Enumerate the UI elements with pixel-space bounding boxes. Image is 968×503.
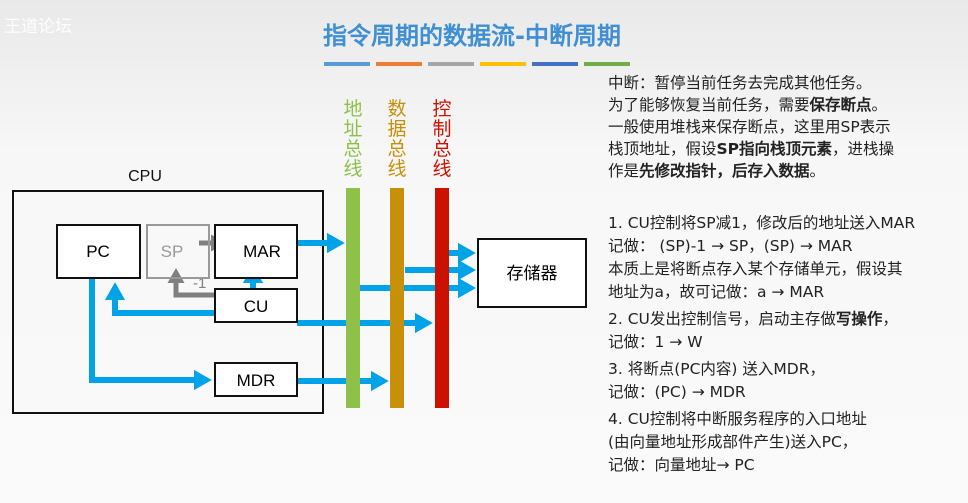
- sp-register: [146, 224, 210, 279]
- page-title: 指令周期的数据流-中断周期: [323, 22, 621, 50]
- mar-label: MAR: [243, 242, 281, 261]
- control-bus-label: 控制总线: [432, 98, 452, 180]
- emphasis: 保存断点: [809, 96, 872, 114]
- step-line: 记做：1 → W: [608, 333, 703, 351]
- step-line: 2. CU发出控制信号，启动主存做写操作，: [608, 308, 915, 331]
- accent-bar: [532, 62, 578, 66]
- step-line: 1. CU控制将SP减1，修改后的地址送入MAR: [608, 214, 916, 232]
- cu-unit: [214, 288, 298, 323]
- text: 栈顶地址，假设: [608, 140, 717, 158]
- cu-to-pc-arrow: [104, 282, 215, 316]
- note-line: 栈顶地址，假设SP指向栈顶元素，进栈操: [608, 138, 894, 160]
- step-line: 本质上是将断点存入某个存储单元，假设其: [608, 260, 903, 278]
- cpu-box: [12, 190, 324, 414]
- accent-bar: [376, 62, 422, 66]
- minus-one-label: -1: [193, 275, 206, 292]
- text: 。: [871, 96, 888, 114]
- emphasis: 先修改指针，后存入数据: [639, 162, 810, 180]
- mdr-register: [214, 362, 298, 397]
- step-line: 地址为a，故可记做：a → MAR: [608, 283, 825, 301]
- note-line: 作是先修改指针，后存入数据。: [608, 160, 894, 182]
- emphasis: 写操作: [835, 310, 883, 328]
- emphasis: SP指向栈顶元素: [716, 140, 833, 158]
- pc-label: PC: [86, 242, 110, 261]
- pc-register: [56, 224, 141, 279]
- step-line: 记做：向量地址→ PC: [608, 456, 755, 474]
- mar-register: [214, 224, 298, 279]
- text: 作是: [608, 162, 640, 180]
- step-line: 记做： (SP)-1 → SP，(SP) → MAR: [608, 237, 853, 255]
- sp-decrement-arrow: [167, 268, 215, 298]
- data-bus: [390, 188, 404, 408]
- step-line: 3. 将断点(PC内容) 送入MDR，: [608, 360, 825, 378]
- memory-label: 存储器: [507, 264, 558, 283]
- pc-to-mdr-arrow: [89, 278, 212, 391]
- step-line: (由向量地址形成部件产生)送入PC，: [608, 433, 858, 451]
- notes-intro: 中断：暂停当前任务去完成其他任务。 为了能够恢复当前任务，需要保存断点。 一般使…: [608, 72, 894, 182]
- step-line: 4. CU控制将中断服务程序的入口地址: [608, 410, 867, 428]
- sp-label: SP: [161, 242, 184, 261]
- text: 。: [809, 162, 826, 180]
- address-bus-label: 地址总线: [343, 98, 363, 180]
- memory-box: [477, 238, 587, 308]
- text: 为了能够恢复当前任务，需要: [608, 96, 810, 114]
- note-line: 为了能够恢复当前任务，需要保存断点。: [608, 94, 894, 116]
- text: ，进栈操: [832, 140, 895, 158]
- control-bus: [435, 188, 449, 408]
- accent-bar: [480, 62, 526, 66]
- watermark: 王道论坛: [4, 17, 72, 37]
- text: ，: [882, 310, 898, 328]
- cpu-label: CPU: [128, 168, 162, 185]
- data-bus-label: 数据总线: [387, 98, 407, 180]
- notes-steps: 1. CU控制将SP减1，修改后的地址送入MAR 记做： (SP)-1 → SP…: [608, 212, 915, 477]
- accent-bar: [324, 62, 370, 66]
- cu-label: CU: [244, 297, 269, 316]
- address-bus: [346, 188, 360, 408]
- mdr-label: MDR: [237, 371, 276, 390]
- accent-bars: [324, 62, 630, 66]
- accent-bar: [584, 62, 630, 66]
- text: 2. CU发出控制信号，启动主存做: [608, 310, 836, 328]
- accent-bar: [428, 62, 474, 66]
- note-line: 一般使用堆栈来保存断点，这里用SP表示: [608, 118, 891, 136]
- note-line: 中断：暂停当前任务去完成其他任务。: [608, 74, 872, 92]
- step-line: 记做：(PC) → MDR: [608, 383, 746, 401]
